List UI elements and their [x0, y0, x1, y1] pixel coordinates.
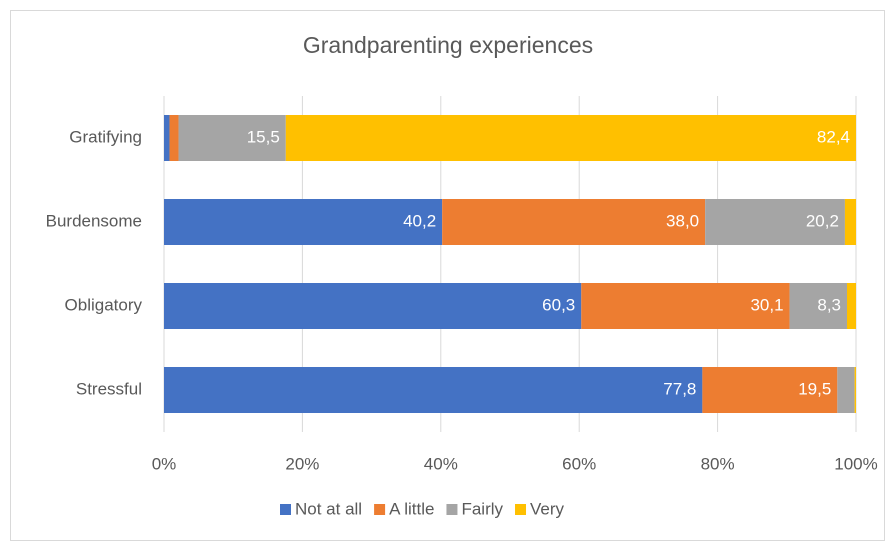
x-tick-label: 60%	[562, 454, 596, 473]
bar-segment	[442, 199, 706, 245]
data-label: 30,1	[750, 295, 783, 314]
data-label: 77,8	[663, 379, 696, 398]
bar-segment	[837, 367, 855, 413]
data-label: 82,4	[817, 127, 850, 146]
x-tick-label: 100%	[834, 454, 877, 473]
data-label: 15,5	[247, 127, 280, 146]
bar-segment	[164, 283, 582, 329]
bar-segment	[164, 199, 443, 245]
x-tick-label: 20%	[285, 454, 319, 473]
data-label: 40,2	[403, 211, 436, 230]
x-tick-label: 40%	[424, 454, 458, 473]
data-label: 38,0	[666, 211, 699, 230]
bar-segment	[178, 115, 286, 161]
legend-label: Not at all	[295, 499, 362, 518]
data-label: 19,5	[798, 379, 831, 398]
chart-title: Grandparenting experiences	[303, 32, 593, 58]
legend-label: Very	[530, 499, 565, 518]
legend-label: Fairly	[461, 499, 503, 518]
bar-segment	[854, 367, 856, 413]
legend-swatch	[515, 504, 527, 515]
data-label: 8,3	[817, 295, 841, 314]
bar-segment	[789, 283, 848, 329]
data-label: 60,3	[542, 295, 575, 314]
bar-segment	[164, 367, 703, 413]
legend-swatch	[446, 504, 458, 515]
x-tick-label: 80%	[701, 454, 735, 473]
bar-segment	[285, 115, 856, 161]
x-tick-label: 0%	[152, 454, 177, 473]
bar-segment	[169, 115, 179, 161]
bar-segment	[581, 283, 790, 329]
y-tick-label: Gratifying	[69, 127, 142, 146]
legend-label: A little	[389, 499, 434, 518]
chart-border	[10, 10, 885, 541]
y-tick-label: Burdensome	[46, 211, 142, 230]
bar-segment	[847, 283, 856, 329]
y-tick-label: Stressful	[76, 379, 142, 398]
bar-segment	[702, 367, 838, 413]
bar-segment	[164, 115, 170, 161]
bar-segment	[844, 199, 856, 245]
legend-swatch	[374, 504, 386, 515]
legend-swatch	[280, 504, 291, 515]
y-tick-label: Obligatory	[65, 295, 143, 314]
bar-segment	[705, 199, 845, 245]
data-label: 20,2	[806, 211, 839, 230]
